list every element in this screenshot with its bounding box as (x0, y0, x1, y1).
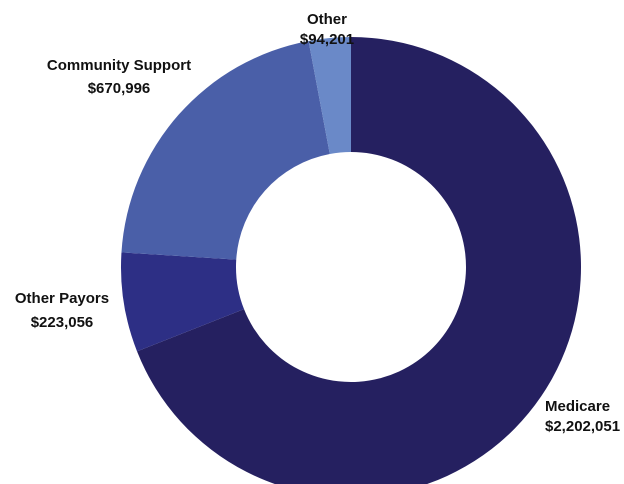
label-community-support-name: Community Support (47, 57, 191, 74)
label-other-payors-name: Other Payors (15, 290, 109, 307)
label-other-payors-value: $223,056 (31, 314, 94, 331)
slice-community-support (121, 40, 330, 260)
label-community-support-value: $670,996 (88, 80, 151, 97)
label-community-support: Community Support $670,996 (47, 57, 191, 97)
label-medicare-value: $2,202,051 (545, 418, 620, 435)
label-medicare: Medicare $2,202,051 (545, 398, 620, 435)
label-other-payors: Other Payors $223,056 (15, 290, 109, 331)
label-other-value: $94,201 (300, 31, 354, 48)
label-other: Other $94,201 (300, 11, 354, 48)
slice-medicare (137, 37, 581, 484)
slice-other (308, 37, 351, 154)
label-medicare-name: Medicare (545, 398, 610, 415)
label-other-name: Other (307, 11, 347, 28)
donut-slices (120, 37, 581, 484)
slice-other-payors (120, 252, 245, 352)
